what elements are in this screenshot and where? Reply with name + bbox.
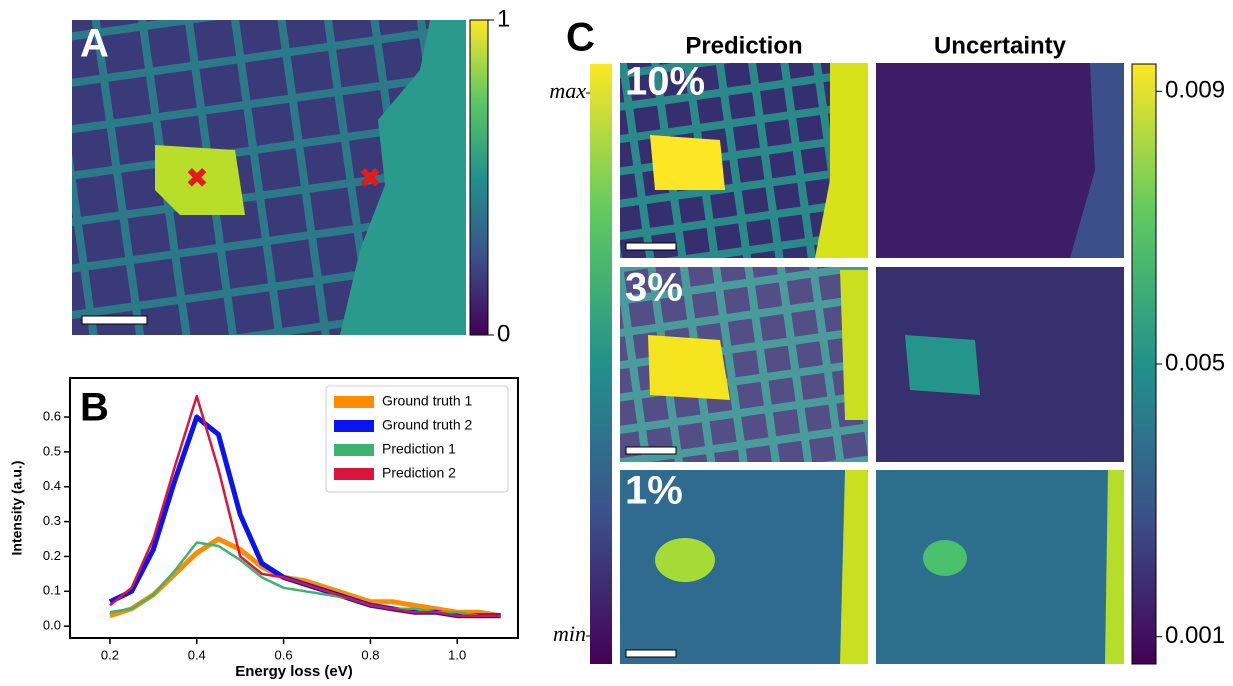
x-tick-label: 0.8 (361, 647, 379, 662)
colorbar-tick-label: 0.001 (1165, 622, 1225, 649)
y-tick-label: 0.2 (43, 548, 61, 563)
y-tick-label: 0.0 (43, 618, 61, 633)
legend-swatch (334, 396, 374, 408)
y-tick-label: 0.4 (43, 478, 61, 493)
row-label: 10% (625, 60, 705, 104)
colorbar-tick-label: 0.005 (1165, 349, 1225, 376)
legend-swatch (334, 420, 374, 432)
y-tick-label: 0.3 (43, 513, 61, 528)
x-tick-label: 0.4 (188, 647, 206, 662)
svg-text:✖: ✖ (358, 162, 381, 193)
x-tick-label: 1.0 (448, 647, 466, 662)
legend-label: Prediction 1 (382, 441, 456, 457)
panel-a-image: ✖ ✖ (72, 20, 466, 335)
y-tick-label: 0.1 (43, 583, 61, 598)
panel-c-images (620, 63, 1124, 664)
line (109, 394, 501, 617)
panel-label: B (80, 386, 109, 430)
legend-label: Ground truth 1 (382, 393, 472, 409)
y-tick-label: 0.6 (43, 408, 61, 423)
colorbar (590, 64, 612, 664)
colorbar (469, 19, 489, 336)
y-tick-label: 0.5 (43, 443, 61, 458)
row-label: 3% (625, 266, 683, 310)
plot-frame (69, 377, 519, 639)
column-title: Uncertainty (934, 32, 1067, 59)
line (109, 536, 502, 619)
row-label: 1% (625, 469, 683, 513)
panel-label: A (80, 22, 109, 66)
x-axis-label: Energy loss (eV) (235, 663, 353, 680)
legend-label: Prediction 2 (382, 465, 456, 481)
colorbar-tick-label: 0.009 (1165, 77, 1225, 104)
svg-text:✖: ✖ (185, 162, 208, 193)
legend-box (325, 385, 509, 493)
colorbar-tick-label: 1 (497, 5, 510, 32)
legend-swatch (334, 444, 374, 456)
panel-label: C (566, 16, 595, 60)
colorbar-tick-label: 0 (497, 320, 510, 347)
colorbar-label: max (549, 78, 586, 103)
legend-label: Ground truth 2 (382, 417, 472, 433)
column-title: Prediction (685, 32, 802, 59)
x-tick-label: 0.6 (275, 647, 293, 662)
colorbar (1131, 63, 1157, 665)
x-tick-label: 0.2 (101, 647, 119, 662)
legend-swatch (334, 468, 374, 480)
colorbar-label: min (553, 621, 586, 646)
y-axis-label: Intensity (a.u.) (9, 461, 25, 556)
